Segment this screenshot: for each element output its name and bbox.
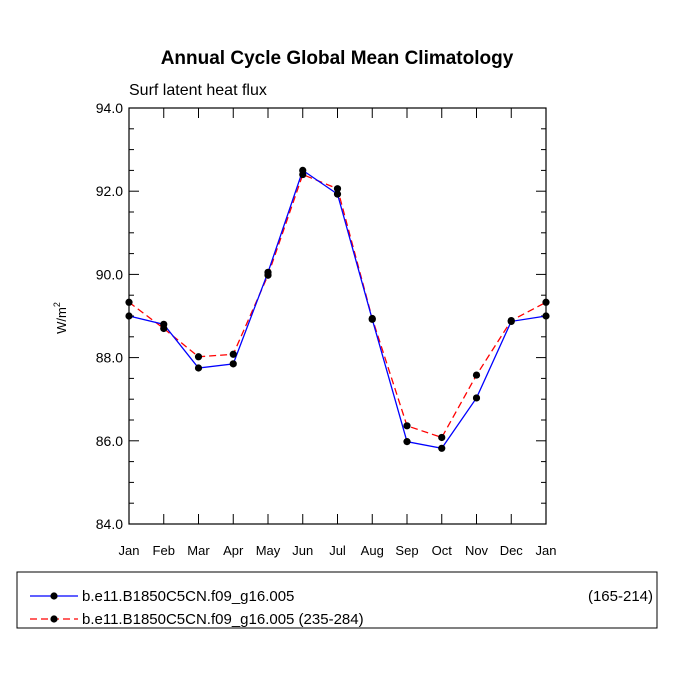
data-point	[229, 360, 237, 368]
x-tick-label: Jan	[536, 543, 557, 558]
x-tick-label: Feb	[153, 543, 175, 558]
legend-range-label: (165-214)	[588, 588, 653, 605]
x-tick-label: Oct	[432, 543, 453, 558]
y-axis-label-superscript: 2	[52, 302, 62, 307]
series-line	[128, 173, 547, 439]
data-point	[299, 170, 307, 179]
data-point	[333, 190, 342, 198]
data-point	[194, 364, 203, 372]
legend-marker	[50, 615, 58, 623]
y-axis-label-text: W/m	[54, 307, 69, 334]
legend-box	[16, 571, 658, 629]
data-point	[125, 298, 133, 306]
y-tick-label: 84.0	[96, 516, 123, 532]
legend-label: b.e11.B1850C5CN.f09_g16.005 (235-284)	[82, 611, 364, 628]
chart-title: Annual Cycle Global Mean Climatology	[161, 48, 514, 69]
chart-subtitle: Surf latent heat flux	[129, 82, 267, 99]
y-tick-label: 88.0	[96, 350, 123, 366]
data-point	[264, 271, 272, 279]
x-tick-label: Jun	[292, 543, 313, 558]
data-point	[438, 444, 446, 452]
plot-frame	[128, 107, 547, 525]
x-tick-label: Dec	[500, 543, 524, 558]
y-tick-label: 94.0	[96, 100, 123, 116]
x-tick-label: Aug	[361, 543, 384, 558]
legend-label: b.e11.B1850C5CN.f09_g16.005	[82, 588, 294, 605]
data-point	[333, 185, 342, 193]
y-axis-label: W/m2	[52, 302, 69, 334]
data-point	[507, 316, 515, 325]
data-point	[125, 312, 133, 320]
data-point	[403, 422, 411, 430]
data-point	[160, 324, 168, 333]
data-point	[542, 312, 550, 320]
axis-ticks	[128, 107, 547, 525]
legend: b.e11.B1850C5CN.f09_g16.005 (165-214) b.e1…	[30, 588, 653, 628]
data-point	[438, 433, 446, 442]
data-point	[472, 394, 481, 402]
series-line	[128, 169, 547, 450]
y-tick-label: 90.0	[96, 266, 123, 282]
legend-marker	[50, 592, 58, 600]
x-tick-label: Jan	[119, 543, 140, 558]
data-point	[542, 298, 550, 306]
data-point	[194, 353, 203, 361]
data-point	[472, 371, 481, 379]
svg-text:W/m2: W/m2	[52, 302, 69, 334]
x-tick-label: Apr	[223, 543, 244, 558]
data-point	[368, 314, 376, 323]
data-point	[403, 438, 411, 446]
y-tick-labels: 84.0 86.0 88.0 90.0 92.0 94.0	[96, 100, 123, 532]
series-group	[125, 166, 550, 452]
y-tick-label: 92.0	[96, 183, 123, 199]
data-point	[229, 350, 237, 358]
x-tick-label: Jul	[329, 543, 346, 558]
x-tick-label: Nov	[465, 543, 489, 558]
x-tick-label: Sep	[395, 543, 418, 558]
x-tick-labels: Jan Feb Mar Apr May Jun Jul Aug Sep Oct Nov Dec Jan	[119, 543, 557, 558]
y-tick-label: 86.0	[96, 433, 123, 449]
x-tick-label: May	[256, 543, 281, 558]
x-tick-label: Mar	[187, 543, 210, 558]
